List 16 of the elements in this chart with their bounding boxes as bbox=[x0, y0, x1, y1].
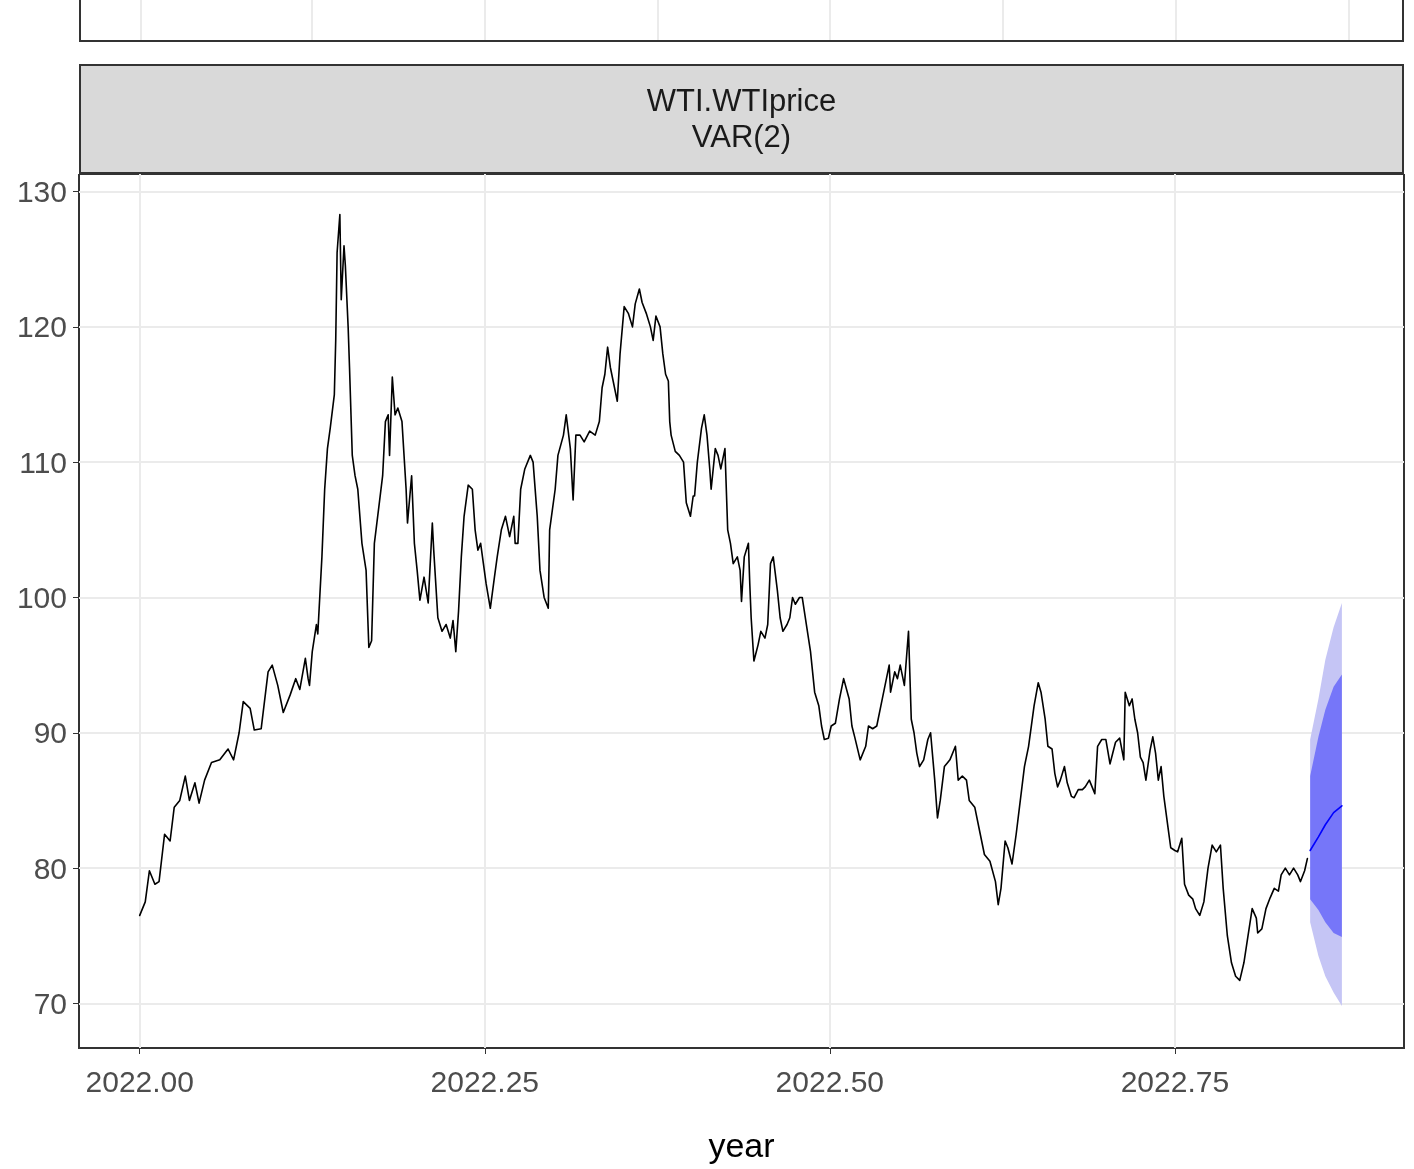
chart-subtitle: VAR(2) bbox=[691, 119, 792, 155]
x-tick-label: 2022.00 bbox=[85, 1064, 194, 1098]
y-tick-label: 120 bbox=[16, 310, 67, 344]
y-tick-label: 130 bbox=[16, 175, 67, 209]
y-tick-label: 80 bbox=[33, 851, 67, 885]
line-series bbox=[1309, 805, 1343, 852]
x-tick-label: 2022.75 bbox=[1120, 1064, 1230, 1098]
y-tick-label: 70 bbox=[33, 986, 67, 1020]
line-series bbox=[138, 213, 1309, 982]
y-tick-label: 110 bbox=[19, 445, 67, 479]
chart-title: WTI.WTIprice bbox=[646, 83, 837, 119]
y-tick-label: 90 bbox=[33, 716, 67, 750]
x-axis-title: year bbox=[708, 1126, 775, 1164]
x-tick-label: 2022.50 bbox=[775, 1064, 885, 1098]
y-tick-label: 100 bbox=[16, 580, 67, 614]
x-tick-label: 2022.25 bbox=[430, 1064, 540, 1098]
